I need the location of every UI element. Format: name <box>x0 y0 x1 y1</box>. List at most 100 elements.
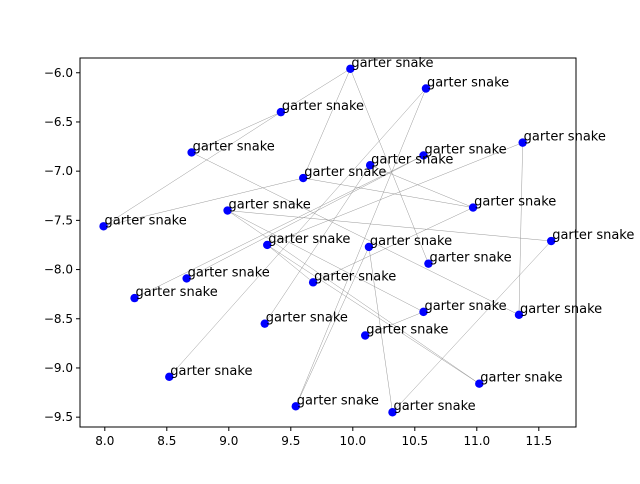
data-point <box>475 379 484 388</box>
point-label: garter snake <box>268 232 350 247</box>
edge-line <box>392 240 552 413</box>
data-point <box>468 203 478 212</box>
point-label: garter snake <box>188 265 270 280</box>
x-tick-label: 9.5 <box>281 434 300 448</box>
edge-line <box>368 246 393 413</box>
point-label: garter snake <box>429 251 511 266</box>
y-tick-label: −6.5 <box>44 115 73 129</box>
point-label: garter snake <box>304 165 386 180</box>
edges-layer <box>103 68 552 413</box>
edge-line <box>103 177 304 227</box>
edge-line <box>302 68 351 179</box>
x-axis: 8.0 8.5 9.0 9.5 10.0 10.5 11.0 11.5 <box>95 427 552 448</box>
data-point <box>346 64 355 74</box>
edge-line <box>313 207 474 283</box>
point-label: garter snake <box>524 130 606 145</box>
edge-line <box>227 210 424 313</box>
point-label: garter snake <box>193 139 275 154</box>
data-point <box>308 278 318 287</box>
data-point <box>187 148 196 157</box>
x-tick-label: 11.5 <box>525 434 552 448</box>
point-label: garter snake <box>282 99 364 114</box>
data-point <box>299 173 308 183</box>
edge-line <box>295 88 427 407</box>
point-label: garter snake <box>170 364 252 379</box>
x-tick-label: 8.5 <box>157 434 176 448</box>
y-tick-label: −7.0 <box>44 164 73 178</box>
x-tick-label: 11.0 <box>463 434 490 448</box>
y-tick-label: −9.0 <box>44 361 73 375</box>
y-tick-label: −8.0 <box>44 263 73 277</box>
point-label: garter snake <box>314 269 396 284</box>
edge-line <box>280 68 351 113</box>
point-label: garter snake <box>371 152 453 167</box>
y-tick-label: −7.5 <box>44 213 73 227</box>
data-point <box>421 84 431 93</box>
data-point <box>130 293 139 303</box>
plot-area-frame <box>79 57 577 428</box>
point-label: garter snake <box>552 228 634 243</box>
point-label: garter snake <box>266 311 348 326</box>
x-tick-label: 8.0 <box>95 434 114 448</box>
data-point <box>424 259 433 268</box>
y-tick-label: −6.0 <box>44 66 73 80</box>
data-point <box>547 236 556 246</box>
data-point <box>165 372 174 382</box>
point-label: garter snake <box>297 393 379 408</box>
data-point <box>361 331 370 340</box>
point-label: garter snake <box>366 322 448 337</box>
point-label: garter snake <box>229 198 311 213</box>
data-point <box>518 138 527 147</box>
point-label: garter snake <box>520 302 602 317</box>
edge-line <box>191 152 520 316</box>
edge-line <box>227 210 480 384</box>
edge-line <box>518 142 523 315</box>
edge-line <box>191 111 281 153</box>
edge-line <box>267 244 480 384</box>
y-tick-label: −8.5 <box>44 312 73 326</box>
edge-line <box>134 155 424 299</box>
point-label: garter snake <box>427 76 509 91</box>
point-label: garter snake <box>480 371 562 386</box>
points-layer <box>99 64 556 417</box>
data-point <box>419 151 428 160</box>
edge-line <box>264 165 371 324</box>
point-label: garter snake <box>393 399 475 414</box>
point-label: garter snake <box>105 213 187 228</box>
edge-line <box>365 311 424 336</box>
y-tick-label: −9.5 <box>44 410 73 424</box>
edge-line <box>303 177 474 208</box>
edge-line <box>267 244 314 283</box>
data-point <box>419 307 428 317</box>
edge-line <box>370 165 474 208</box>
edge-line <box>295 246 370 407</box>
point-label: garter snake <box>424 142 506 157</box>
data-point <box>291 402 300 411</box>
data-point <box>99 222 108 231</box>
edge-line <box>350 68 429 264</box>
x-tick-label: 10.5 <box>401 434 428 448</box>
data-point <box>364 242 374 252</box>
data-point <box>276 107 286 117</box>
data-point <box>388 408 397 417</box>
data-point <box>365 161 375 170</box>
point-label: garter snake <box>351 56 433 71</box>
point-label: garter snake <box>474 195 556 210</box>
point-label: garter snake <box>424 299 506 314</box>
edge-line <box>103 111 282 227</box>
point-label: garter snake <box>136 285 218 300</box>
data-point <box>514 310 524 320</box>
edge-line <box>186 155 424 279</box>
x-tick-label: 9.0 <box>219 434 238 448</box>
edge-line <box>227 210 552 242</box>
point-labels-layer: garter snake garter snake garter snake gart… <box>105 56 635 414</box>
x-tick-label: 10.0 <box>339 434 366 448</box>
data-point <box>223 206 232 215</box>
data-point <box>260 319 269 328</box>
data-point <box>263 240 272 250</box>
point-label: garter snake <box>370 234 452 249</box>
y-axis: −6.0 −6.5 −7.0 −7.5 −8.0 −8.5 −9.0 −9.5 <box>44 66 80 424</box>
